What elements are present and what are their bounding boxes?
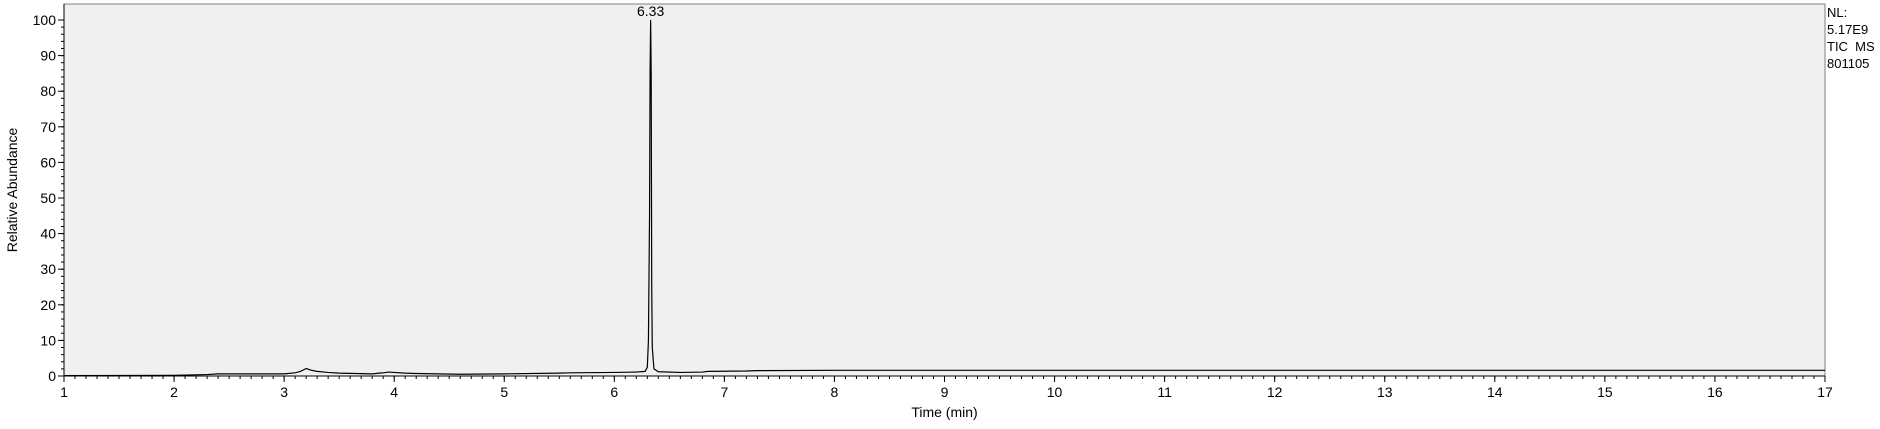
x-tick-label: 8 <box>831 384 839 400</box>
x-tick-label: 9 <box>941 384 949 400</box>
sample-id: 801105 <box>1827 56 1870 71</box>
y-tick-label: 30 <box>40 261 56 277</box>
x-axis-ticks: 1 2 3 4 5 6 7 8 9 10 11 12 13 14 15 16 17 <box>60 376 1833 400</box>
y-tick-label: 50 <box>40 190 56 206</box>
x-tick-label: 16 <box>1707 384 1723 400</box>
x-tick-label: 11 <box>1157 384 1172 400</box>
x-axis-title: Time (min) <box>911 404 977 420</box>
y-tick-label: 90 <box>40 48 56 64</box>
x-tick-label: 13 <box>1377 384 1393 400</box>
tic-trace-line <box>63 19 1825 377</box>
y-tick-label: 70 <box>40 119 56 135</box>
y-axis-title: Relative Abundance <box>4 128 20 253</box>
nl-value: 5.17E9 <box>1827 22 1869 37</box>
x-tick-label: 7 <box>720 384 728 400</box>
x-tick-label: 2 <box>170 384 178 400</box>
y-tick-label: 60 <box>40 154 56 170</box>
y-tick-label: 100 <box>33 12 57 28</box>
y-axis-ticks: 0 10 20 30 40 50 60 70 80 90 100 <box>33 12 64 384</box>
x-tick-label: 15 <box>1597 384 1613 400</box>
x-tick-label: 5 <box>500 384 508 400</box>
y-tick-label: 10 <box>40 332 56 348</box>
nl-label: NL: <box>1827 5 1848 20</box>
x-tick-label: 12 <box>1267 384 1283 400</box>
y-tick-label: 80 <box>40 83 56 99</box>
plot-area <box>63 3 1826 377</box>
y-tick-label: 20 <box>40 297 56 313</box>
x-tick-label: 6 <box>610 384 618 400</box>
info-block: NL: 5.17E9 TIC MS 801105 <box>1827 4 1875 72</box>
x-tick-label: 4 <box>390 384 398 400</box>
peak-annotations: 6.33 <box>637 3 664 19</box>
y-tick-label: 0 <box>48 368 56 384</box>
x-tick-label: 3 <box>280 384 288 400</box>
peak-label: 6.33 <box>637 3 664 19</box>
y-tick-label: 40 <box>40 226 56 242</box>
x-tick-label: 1 <box>60 384 68 400</box>
x-tick-label: 14 <box>1487 384 1503 400</box>
scan-filter: TIC MS <box>1827 39 1875 54</box>
x-tick-label: 17 <box>1817 384 1833 400</box>
x-tick-label: 10 <box>1047 384 1063 400</box>
